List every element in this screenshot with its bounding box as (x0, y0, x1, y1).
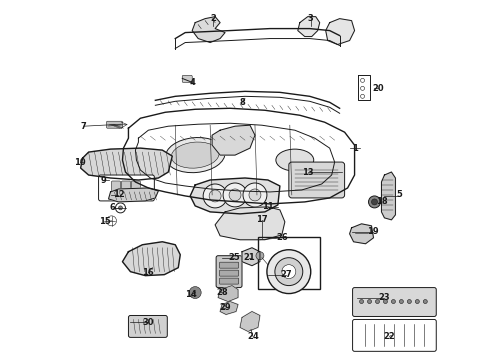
FancyBboxPatch shape (220, 262, 239, 268)
Polygon shape (298, 17, 319, 37)
FancyBboxPatch shape (353, 288, 436, 316)
Text: 13: 13 (302, 167, 314, 176)
Text: 23: 23 (379, 293, 390, 302)
Text: 9: 9 (100, 176, 106, 185)
Circle shape (119, 206, 122, 210)
Polygon shape (190, 178, 280, 214)
Polygon shape (215, 207, 285, 240)
Circle shape (282, 265, 296, 279)
Circle shape (416, 300, 419, 303)
FancyBboxPatch shape (122, 181, 130, 195)
Circle shape (375, 300, 379, 303)
Ellipse shape (172, 142, 219, 168)
Text: 15: 15 (98, 217, 110, 226)
Polygon shape (81, 148, 172, 180)
Text: 11: 11 (262, 202, 274, 211)
Circle shape (209, 190, 221, 202)
Text: 22: 22 (384, 332, 395, 341)
Circle shape (223, 183, 247, 207)
Circle shape (423, 300, 427, 303)
Circle shape (275, 258, 303, 285)
Polygon shape (242, 248, 260, 266)
Text: 18: 18 (376, 197, 387, 206)
Ellipse shape (166, 138, 225, 173)
Text: 2: 2 (210, 14, 216, 23)
Text: 1: 1 (352, 144, 358, 153)
Circle shape (399, 300, 403, 303)
Polygon shape (240, 311, 260, 332)
Text: 5: 5 (396, 190, 402, 199)
FancyBboxPatch shape (182, 75, 192, 82)
FancyBboxPatch shape (220, 278, 239, 284)
Circle shape (361, 78, 365, 82)
Text: 26: 26 (276, 233, 288, 242)
Text: 19: 19 (367, 227, 378, 236)
Text: 3: 3 (308, 14, 314, 23)
Text: 27: 27 (280, 270, 292, 279)
FancyBboxPatch shape (289, 162, 344, 198)
FancyBboxPatch shape (353, 319, 436, 351)
Polygon shape (326, 19, 355, 45)
Text: 16: 16 (143, 268, 154, 277)
Circle shape (361, 94, 365, 98)
Circle shape (249, 189, 261, 201)
Polygon shape (358, 75, 369, 100)
Text: 28: 28 (216, 288, 228, 297)
Circle shape (361, 86, 365, 90)
Circle shape (256, 252, 264, 260)
Circle shape (229, 189, 241, 201)
Text: 6: 6 (110, 203, 116, 212)
Text: 21: 21 (243, 253, 255, 262)
Text: 30: 30 (143, 318, 154, 327)
Polygon shape (218, 285, 238, 302)
Text: 12: 12 (113, 190, 124, 199)
Polygon shape (192, 17, 225, 42)
FancyBboxPatch shape (112, 181, 121, 195)
Text: 17: 17 (256, 215, 268, 224)
Circle shape (189, 287, 201, 298)
Text: 8: 8 (239, 98, 245, 107)
Bar (258, 237, 319, 289)
Circle shape (368, 300, 371, 303)
Text: 24: 24 (247, 332, 259, 341)
Text: 10: 10 (74, 158, 85, 167)
Circle shape (360, 300, 364, 303)
Circle shape (106, 216, 117, 226)
FancyBboxPatch shape (216, 256, 242, 288)
Polygon shape (220, 302, 238, 315)
Text: 4: 4 (189, 78, 195, 87)
FancyBboxPatch shape (106, 121, 122, 128)
Circle shape (368, 196, 380, 208)
Text: 20: 20 (373, 84, 384, 93)
Polygon shape (122, 108, 355, 204)
Circle shape (371, 199, 377, 205)
FancyBboxPatch shape (131, 181, 141, 195)
Text: 25: 25 (228, 253, 240, 262)
Polygon shape (212, 125, 255, 155)
Text: 7: 7 (81, 122, 87, 131)
Polygon shape (382, 172, 395, 220)
FancyBboxPatch shape (220, 270, 239, 276)
FancyBboxPatch shape (128, 315, 167, 337)
Polygon shape (108, 188, 158, 202)
Ellipse shape (276, 149, 314, 171)
Circle shape (392, 300, 395, 303)
Circle shape (116, 203, 125, 213)
FancyBboxPatch shape (98, 175, 154, 201)
Circle shape (243, 183, 267, 207)
Circle shape (203, 184, 227, 208)
Text: 29: 29 (219, 303, 231, 312)
Polygon shape (349, 224, 373, 244)
Circle shape (384, 300, 388, 303)
Circle shape (407, 300, 412, 303)
Polygon shape (122, 242, 180, 276)
Circle shape (267, 250, 311, 293)
Text: 14: 14 (185, 290, 197, 299)
